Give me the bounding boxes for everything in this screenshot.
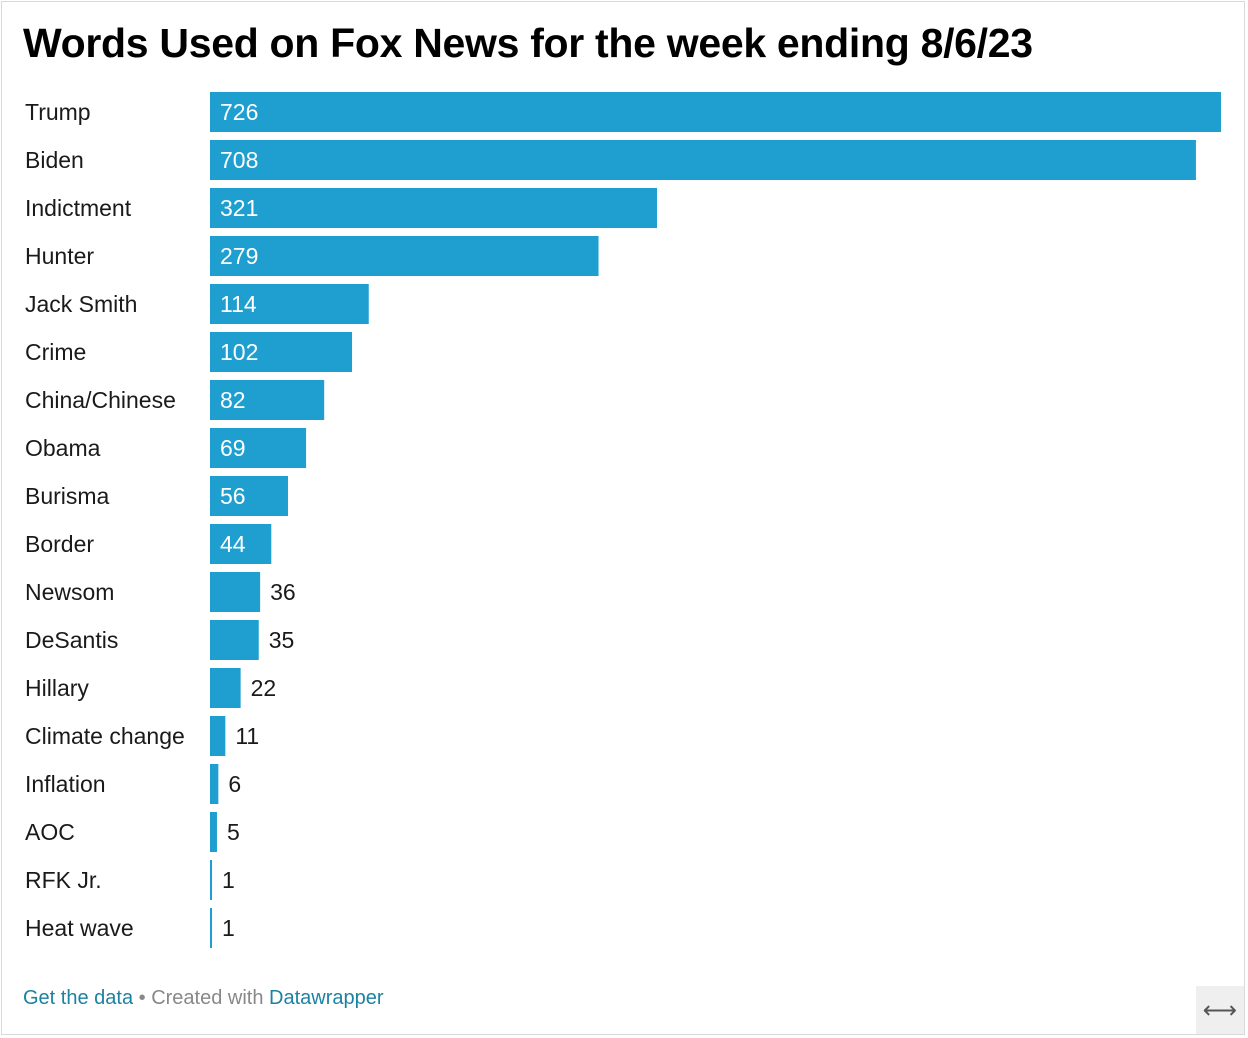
category-label: Obama [25,435,101,461]
value-label: 726 [220,99,258,125]
value-label: 1 [222,867,235,893]
category-label: China/Chinese [25,387,176,413]
category-label: Crime [25,339,86,365]
value-label: 22 [251,675,277,701]
datawrapper-link[interactable]: Datawrapper [269,987,384,1009]
value-label: 44 [220,531,246,557]
value-label: 321 [220,195,258,221]
chart-footer: Get the data • Created with Datawrapper [23,987,384,1010]
category-label: Hunter [25,243,94,269]
bar [210,524,272,564]
value-label: 102 [220,339,258,365]
category-label: RFK Jr. [25,867,102,893]
value-label: 114 [220,291,257,317]
bar [210,572,261,612]
category-label: Border [25,531,94,557]
bar [210,620,259,660]
category-label: Jack Smith [25,291,137,317]
bar [210,764,219,804]
value-label: 279 [220,243,258,269]
value-label: 1 [222,915,235,941]
bar [210,92,1221,132]
bar [210,284,369,324]
chart-title: Words Used on Fox News for the week endi… [23,20,1033,66]
value-label: 69 [220,435,246,461]
bar [210,716,226,756]
bar-chart: Trump 726 Biden 708 Indictment 321 Hunter 279 Ja… [25,92,1221,948]
value-label: 6 [228,771,241,797]
bar [210,476,288,516]
category-label: DeSantis [25,627,118,653]
value-label: 35 [269,627,295,653]
bar [210,188,658,228]
get-the-data-link[interactable]: Get the data [23,987,134,1009]
bar [210,380,325,420]
category-label: Trump [25,99,91,125]
category-label: Biden [25,147,84,173]
bar [210,236,599,276]
category-label: Newsom [25,579,114,605]
footer-separator: • Created with [133,987,270,1009]
value-label: 708 [220,147,258,173]
value-label: 82 [220,387,246,413]
category-label: Inflation [25,771,106,797]
bar [210,812,217,852]
value-label: 36 [270,579,296,605]
bar [210,668,241,708]
category-label: Climate change [25,723,185,749]
category-label: Heat wave [25,915,134,941]
category-label: Burisma [25,483,110,509]
left-right-arrow-icon[interactable]: ⟷ [1196,986,1244,1034]
value-label: 5 [227,819,240,845]
value-label: 56 [220,483,246,509]
category-label: AOC [25,819,75,845]
bar [210,428,307,468]
bar [210,860,212,900]
bar [210,332,353,372]
value-label: 11 [235,723,259,749]
category-label: Indictment [25,195,132,221]
bar [210,908,212,948]
category-label: Hillary [25,675,89,701]
bar [210,140,1196,180]
